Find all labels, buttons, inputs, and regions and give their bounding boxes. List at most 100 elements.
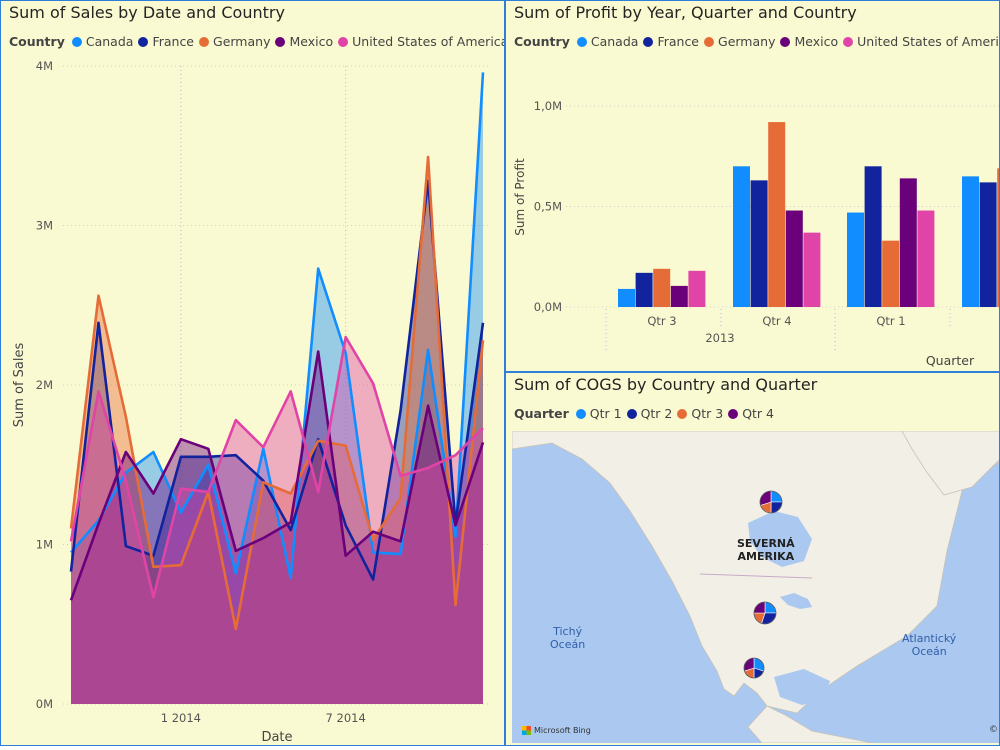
- bar-canada-qtr-3[interactable]: [618, 288, 635, 307]
- sales-area-plot: 0M 1M 2M 3M 4M 1 2014 7 2014 Date Sum of Sales: [12, 59, 491, 745]
- legend-label: Mexico: [794, 34, 839, 49]
- legend-item-qtr-4[interactable]: Qtr 4: [728, 406, 774, 421]
- legend-item-united-states-of-america[interactable]: United States of America: [338, 34, 505, 49]
- legend-title: Quarter: [514, 406, 569, 421]
- series-line-united-states-of-america[interactable]: [69, 335, 484, 599]
- year-label: 2013: [705, 331, 734, 345]
- y-tick-label: 1M: [36, 538, 53, 552]
- legend-item-united-states-of-america[interactable]: United States of America: [843, 34, 999, 49]
- pacific-ocean-label: Tichý Oceán: [550, 625, 586, 651]
- chart-legend[interactable]: Quarter Qtr 1 Qtr 2 Qtr 3 Qtr 4: [514, 406, 779, 421]
- x-tick-label: Qtr 4: [762, 314, 791, 328]
- legend-label: Mexico: [289, 34, 334, 49]
- bar-mexico-qtr-1[interactable]: [899, 178, 917, 307]
- legend-item-france[interactable]: France: [643, 34, 699, 49]
- bar-germany-qtr-4[interactable]: [768, 122, 786, 307]
- continent-label: SEVERNÁ AMERIKA: [737, 537, 795, 563]
- legend-marker-icon: [728, 408, 739, 419]
- bar-germany-q[interactable]: [997, 168, 1000, 307]
- legend-item-germany[interactable]: Germany: [704, 34, 775, 49]
- bar-united-states-of-america-qtr-4[interactable]: [803, 232, 821, 307]
- y-axis-label: Sum of Profit: [513, 158, 527, 236]
- legend-label: France: [152, 34, 195, 49]
- legend-label: Germany: [213, 34, 271, 49]
- legend-item-canada[interactable]: Canada: [576, 34, 639, 49]
- legend-label: Qtr 1: [589, 406, 622, 421]
- bar-canada-qtr-1[interactable]: [847, 212, 864, 307]
- legend-marker-icon: [780, 36, 791, 47]
- bar-germany-qtr-1[interactable]: [882, 240, 900, 307]
- legend-marker-icon: [843, 36, 854, 47]
- bar-france-qtr-4[interactable]: [750, 180, 768, 307]
- y-tick-label: 0,5M: [534, 200, 562, 214]
- legend-item-mexico[interactable]: Mexico: [780, 34, 838, 49]
- bar-canada-qtr-4[interactable]: [733, 166, 750, 307]
- legend-marker-icon: [275, 36, 286, 47]
- series-area-united-states-of-america: [71, 337, 483, 704]
- legend-item-qtr-2[interactable]: Qtr 2: [626, 406, 673, 421]
- series-line-germany[interactable]: [69, 155, 485, 631]
- legend-item-canada[interactable]: Canada: [71, 34, 133, 49]
- chart-legend[interactable]: Country Canada France Germany Mexico United …: [9, 34, 505, 49]
- bing-attribution[interactable]: Microsoft Bing: [522, 726, 591, 735]
- legend-marker-icon: [138, 36, 149, 47]
- bar-france-qtr-3[interactable]: [635, 272, 653, 307]
- y-tick-label: 3M: [36, 219, 53, 233]
- legend-item-germany[interactable]: Germany: [199, 34, 270, 49]
- bar-mexico-qtr-4[interactable]: [785, 210, 803, 307]
- x-axis-label: Quarter: [926, 353, 975, 368]
- pie-marker-canada[interactable]: [759, 490, 783, 514]
- bar-canada-q[interactable]: [962, 176, 979, 307]
- series-line-canada[interactable]: [70, 72, 485, 580]
- pie-marker-mexico[interactable]: [743, 657, 765, 679]
- y-tick-label: 2M: [36, 378, 53, 392]
- bar-united-states-of-america-qtr-1[interactable]: [917, 210, 935, 307]
- x-axis-label: Date: [261, 730, 292, 745]
- legend-marker-icon: [704, 36, 715, 47]
- bar-france-qtr-1[interactable]: [864, 166, 882, 307]
- legend-item-mexico[interactable]: Mexico: [275, 34, 333, 49]
- y-tick-label: 0,0M: [534, 300, 562, 314]
- gulf-of-mexico: [774, 669, 830, 705]
- bar-germany-qtr-3[interactable]: [653, 268, 671, 307]
- y-tick-label: 0M: [36, 697, 53, 711]
- series-area-mexico: [71, 351, 483, 704]
- y-tick-label: 1,0M: [534, 99, 562, 113]
- map-canvas: [512, 431, 999, 743]
- chart-legend[interactable]: Country Canada France Germany Mexico United …: [514, 34, 999, 49]
- legend-marker-icon: [643, 36, 654, 47]
- legend-item-france[interactable]: France: [138, 34, 194, 49]
- series-line-mexico[interactable]: [69, 350, 485, 601]
- y-axis-label: Sum of Sales: [12, 343, 27, 428]
- legend-item-qtr-3[interactable]: Qtr 3: [677, 406, 723, 421]
- legend-marker-icon: [199, 36, 210, 47]
- bar-mexico-qtr-3[interactable]: [670, 285, 688, 307]
- x-tick-label: 7 2014: [326, 711, 366, 725]
- cogs-map-panel[interactable]: Sum of COGS by Country and Quarter Quart…: [505, 372, 1000, 746]
- legend-item-qtr-1[interactable]: Qtr 1: [575, 406, 622, 421]
- central-america-landmass: [747, 705, 873, 743]
- legend-title: Country: [9, 34, 65, 49]
- legend-label: Qtr 2: [640, 406, 673, 421]
- greenland-landmass: [901, 431, 999, 496]
- legend-label: France: [657, 34, 700, 49]
- legend-label: Qtr 4: [742, 406, 774, 421]
- legend-label: United States of America: [352, 34, 505, 49]
- series-area-canada: [71, 72, 483, 704]
- legend-title: Country: [514, 34, 570, 49]
- profit-bar-chart-panel[interactable]: Sum of Profit by Year, Quarter and Count…: [505, 0, 1000, 372]
- sales-area-chart-panel[interactable]: Sum of Sales by Date and Country Country…: [0, 0, 505, 746]
- bar-france-q[interactable]: [979, 182, 997, 307]
- legend-label: Germany: [718, 34, 776, 49]
- x-tick-label: Qtr 3: [647, 314, 676, 328]
- series-line-france[interactable]: [69, 179, 485, 581]
- legend-label: Canada: [590, 34, 639, 49]
- chart-title: Sum of COGS by Country and Quarter: [514, 375, 818, 394]
- north-america-landmass: [512, 431, 999, 714]
- map-view[interactable]: SEVERNÁ AMERIKA Tichý Oceán Atlantický O…: [512, 431, 999, 743]
- profit-bar-plot: 0,0M 0,5M 1,0M Sum of Profit Quarter Qtr 3 Qtr…: [513, 99, 1000, 368]
- legend-marker-icon: [576, 36, 587, 47]
- copyright-mark[interactable]: ©: [989, 725, 998, 735]
- bar-united-states-of-america-qtr-3[interactable]: [688, 270, 706, 307]
- pie-marker-united-states-of-america[interactable]: [753, 601, 777, 625]
